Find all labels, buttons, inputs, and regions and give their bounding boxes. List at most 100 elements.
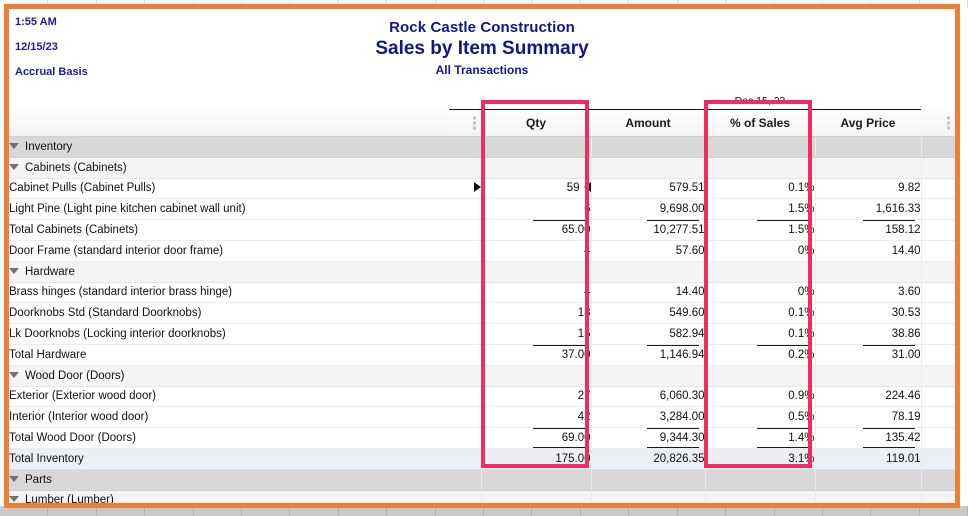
row-avg-cell[interactable]: 119.01	[815, 448, 922, 470]
table-row[interactable]: Inventory	[9, 136, 955, 158]
row-avg-cell[interactable]	[815, 261, 922, 283]
collapse-triangle-icon[interactable]	[9, 371, 19, 378]
row-marker-cell[interactable]	[449, 157, 482, 179]
collapse-triangle-icon[interactable]	[9, 475, 19, 482]
table-row[interactable]: Total Hardware 37.00 1,146.94 0.2% 31.00	[9, 344, 955, 366]
row-label-cell[interactable]: Wood Door (Doors)	[9, 365, 449, 387]
row-qty-cell[interactable]: 42	[481, 406, 592, 429]
row-avg-cell[interactable]: 3.60	[815, 282, 922, 304]
table-row[interactable]: Cabinet Pulls (Cabinet Pulls) 59 579.51 0.1…	[9, 178, 955, 200]
row-marker-cell[interactable]	[449, 323, 482, 345]
column-header-qty[interactable]: Qty	[481, 109, 591, 137]
table-row[interactable]: Exterior (Exterior wood door) 27 6,060.30 0…	[9, 386, 955, 408]
row-pct-cell[interactable]	[705, 469, 816, 491]
row-label-cell[interactable]: Cabinets (Cabinets)	[9, 157, 449, 179]
column-grip-tail[interactable]	[921, 109, 955, 137]
row-label-cell[interactable]: Cabinet Pulls (Cabinet Pulls)	[9, 178, 449, 200]
table-row[interactable]: Hardware	[9, 261, 955, 283]
row-label-cell[interactable]: Hardware	[9, 261, 449, 283]
row-marker-cell[interactable]	[449, 469, 482, 491]
row-pct-cell[interactable]: 0.1%	[705, 302, 816, 325]
table-row[interactable]: Total Inventory 175.00 20,826.35 3.1% 119.01	[9, 448, 955, 470]
row-pct-cell[interactable]: 0.1%	[705, 178, 816, 200]
row-pct-cell[interactable]: 0.5%	[705, 406, 816, 429]
row-label-cell[interactable]: Total Cabinets (Cabinets)	[9, 219, 449, 241]
collapse-triangle-icon[interactable]	[9, 267, 19, 274]
column-resize-grip-icon[interactable]	[473, 116, 476, 130]
row-avg-cell[interactable]: 31.00	[815, 344, 922, 366]
table-row[interactable]: Door Frame (standard interior door frame…	[9, 240, 955, 262]
row-amount-cell[interactable]: 6,060.30	[591, 386, 706, 408]
row-amount-cell[interactable]	[591, 157, 706, 179]
row-qty-cell[interactable]	[481, 469, 592, 491]
row-amount-cell[interactable]: 579.51	[591, 178, 706, 200]
row-pct-cell[interactable]: 1.5%	[705, 198, 816, 221]
row-pct-cell[interactable]: 3.1%	[705, 448, 816, 470]
row-avg-cell[interactable]	[815, 136, 922, 158]
row-pct-cell[interactable]	[705, 136, 816, 158]
row-qty-cell[interactable]: 4	[481, 282, 592, 304]
column-header-amount[interactable]: Amount	[591, 109, 705, 137]
row-marker-cell[interactable]	[449, 448, 482, 470]
row-amount-cell[interactable]: 549.60	[591, 302, 706, 325]
table-row[interactable]: Cabinets (Cabinets)	[9, 157, 955, 179]
row-amount-cell[interactable]: 14.40	[591, 282, 706, 304]
row-marker-cell[interactable]	[449, 490, 482, 503]
row-pct-cell[interactable]: 1.5%	[705, 219, 816, 241]
row-label-cell[interactable]: Total Hardware	[9, 344, 449, 366]
row-label-cell[interactable]: Total Inventory	[9, 448, 449, 470]
table-row[interactable]: Brass hinges (standard interior brass hi…	[9, 282, 955, 304]
row-avg-cell[interactable]	[815, 490, 922, 503]
row-qty-cell[interactable]: 27	[481, 386, 592, 408]
row-label-cell[interactable]: Door Frame (standard interior door frame…	[9, 240, 449, 262]
row-qty-cell[interactable]: 37.00	[481, 344, 592, 366]
table-row[interactable]: Wood Door (Doors)	[9, 365, 955, 387]
row-amount-cell[interactable]	[591, 490, 706, 503]
row-marker-cell[interactable]	[449, 386, 482, 408]
table-row[interactable]: Light Pine (Light pine kitchen cabinet w…	[9, 198, 955, 221]
row-amount-cell[interactable]: 57.60	[591, 240, 706, 262]
row-avg-cell[interactable]: 30.53	[815, 302, 922, 325]
row-marker-cell[interactable]	[449, 427, 482, 449]
column-header-pct[interactable]: % of Sales	[705, 109, 815, 137]
row-label-cell[interactable]: Exterior (Exterior wood door)	[9, 386, 449, 408]
row-amount-cell[interactable]: 582.94	[591, 323, 706, 345]
row-qty-cell[interactable]: 15	[481, 323, 592, 345]
row-label-cell[interactable]: Doorknobs Std (Standard Doorknobs)	[9, 302, 449, 325]
row-qty-cell[interactable]	[481, 136, 592, 158]
drilldown-arrow-icon[interactable]	[473, 181, 481, 192]
row-marker-cell[interactable]	[449, 136, 482, 158]
collapse-triangle-icon[interactable]	[9, 496, 19, 503]
row-marker-cell[interactable]	[449, 219, 482, 241]
row-label-cell[interactable]: Lk Doorknobs (Locking interior doorknobs…	[9, 323, 449, 345]
row-avg-cell[interactable]: 78.19	[815, 406, 922, 429]
row-qty-cell[interactable]: 59	[481, 178, 592, 200]
row-pct-cell[interactable]: 0.9%	[705, 386, 816, 408]
column-grip-label[interactable]	[449, 109, 481, 137]
row-pct-cell[interactable]	[705, 157, 816, 179]
row-marker-cell[interactable]	[449, 282, 482, 304]
row-amount-cell[interactable]: 9,698.00	[591, 198, 706, 221]
row-avg-cell[interactable]	[815, 469, 922, 491]
row-avg-cell[interactable]: 14.40	[815, 240, 922, 262]
row-label-cell[interactable]: Interior (Interior wood door)	[9, 406, 449, 429]
row-amount-cell[interactable]: 10,277.51	[591, 219, 706, 241]
row-qty-cell[interactable]	[481, 490, 592, 503]
row-qty-cell[interactable]	[481, 157, 592, 179]
column-resize-grip-tail-icon[interactable]	[947, 116, 950, 130]
table-row[interactable]: Total Wood Door (Doors) 69.00 9,344.30 1.4%…	[9, 427, 955, 449]
row-amount-cell[interactable]	[591, 469, 706, 491]
row-amount-cell[interactable]: 20,826.35	[591, 448, 706, 470]
row-marker-cell[interactable]	[449, 365, 482, 387]
row-avg-cell[interactable]: 135.42	[815, 427, 922, 449]
table-row[interactable]: Parts	[9, 469, 955, 491]
column-header-avg[interactable]: Avg Price	[815, 109, 921, 137]
row-pct-cell[interactable]: 0.1%	[705, 323, 816, 345]
row-qty-cell[interactable]: 6	[481, 198, 592, 221]
row-qty-cell[interactable]: 175.00	[481, 448, 592, 470]
row-amount-cell[interactable]	[591, 136, 706, 158]
table-row[interactable]: Lumber (Lumber)	[9, 490, 955, 503]
row-marker-cell[interactable]	[449, 344, 482, 366]
row-amount-cell[interactable]: 9,344.30	[591, 427, 706, 449]
selection-arrow-icon[interactable]	[583, 182, 591, 193]
